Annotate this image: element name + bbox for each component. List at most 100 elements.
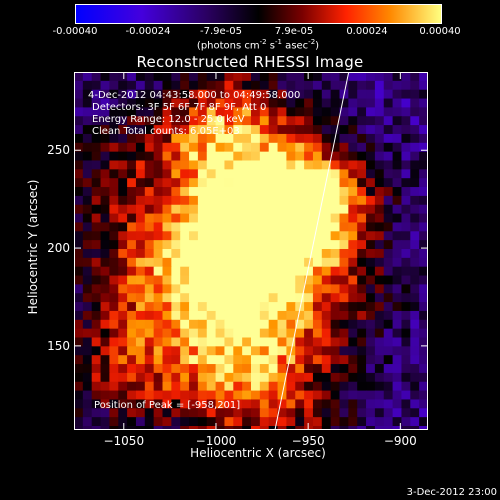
heatmap-cell (366, 125, 376, 135)
heatmap-cell (410, 80, 420, 91)
heatmap-cell (295, 417, 305, 427)
heatmap-cell (251, 364, 261, 374)
heatmap-cell (348, 310, 358, 321)
heatmap-cell (295, 195, 305, 206)
heatmap-cell (189, 284, 199, 294)
heatmap-cell (224, 249, 234, 259)
heatmap-cell (401, 160, 411, 170)
heatmap-cell (206, 116, 217, 126)
heatmap-cell (259, 337, 270, 347)
heatmap-cell (135, 240, 146, 250)
heatmap-cell (330, 390, 341, 401)
heatmap-cell (366, 284, 376, 294)
heatmap-cell (162, 346, 172, 356)
heatmap-cell (144, 231, 155, 241)
heatmap-cell (144, 80, 155, 91)
heatmap-cell (82, 399, 93, 409)
heatmap-cell (251, 160, 261, 170)
heatmap-cell (357, 364, 367, 374)
heatmap-cell (233, 89, 243, 100)
heatmap-cell (91, 80, 102, 91)
heatmap-cell (259, 249, 270, 259)
heatmap-cell (251, 355, 261, 365)
heatmap-cell (189, 151, 199, 162)
heatmap-cell (392, 231, 403, 241)
heatmap-cell (127, 266, 137, 277)
heatmap-cell (127, 142, 137, 153)
heatmap-cell (215, 213, 226, 224)
heatmap-cell (233, 328, 243, 339)
heatmap-cell (162, 72, 172, 82)
heatmap-cell (366, 133, 376, 144)
heatmap-cell (419, 328, 428, 339)
annotation-detectors: Detectors: 3F 5F 6F 7F 8F 9F, Att 0 (92, 102, 266, 113)
heatmap-cell (180, 160, 190, 170)
heatmap-cell (127, 178, 137, 188)
heatmap-cell (357, 107, 367, 117)
heatmap-cell (295, 355, 305, 365)
heatmap-cell (127, 337, 137, 347)
heatmap-cell (383, 310, 394, 321)
heatmap-cell (419, 346, 428, 356)
heatmap-cell (392, 337, 403, 347)
heatmap-cell (357, 222, 367, 232)
annotation-time: 4-Dec-2012 04:43:58.000 to 04:49:58.000 (88, 90, 300, 101)
heatmap-cell (304, 249, 314, 259)
heatmap-cell (180, 426, 190, 430)
heatmap-cell (330, 178, 341, 188)
heatmap-cell (357, 89, 367, 100)
heatmap-cell (144, 249, 155, 259)
heatmap-cell (374, 293, 385, 303)
heatmap-cell (277, 319, 287, 330)
heatmap-cell (206, 98, 217, 108)
heatmap-cell (330, 187, 341, 197)
heatmap-cell (321, 195, 332, 206)
heatmap-cell (348, 364, 358, 374)
heatmap-cell (109, 426, 119, 430)
heatmap-cell (127, 346, 137, 356)
heatmap-cell (374, 372, 385, 383)
heatmap-cell (339, 372, 349, 383)
heatmap-cell (295, 310, 305, 321)
heatmap-cell (312, 328, 323, 339)
heatmap-cell (127, 293, 137, 303)
heatmap-cell (74, 151, 84, 162)
heatmap-cell (135, 266, 146, 277)
heatmap-cell (135, 116, 146, 126)
heatmap-cell (321, 266, 332, 277)
heatmap-cell (330, 231, 341, 241)
heatmap-cell (259, 426, 270, 430)
heatmap-cell (321, 187, 332, 197)
heatmap-cell (109, 213, 119, 224)
heatmap-cell (304, 328, 314, 339)
heatmap-cell (419, 178, 428, 188)
heatmap-cell (366, 257, 376, 268)
heatmap-cell (383, 125, 394, 135)
heatmap-cell (383, 390, 394, 401)
heatmap-cell (109, 266, 119, 277)
heatmap-cell (153, 116, 164, 126)
heatmap-cell (153, 355, 164, 365)
heatmap-cell (162, 337, 172, 347)
heatmap-cell (118, 240, 128, 250)
heatmap-cell (135, 417, 146, 427)
heatmap-cell (180, 72, 190, 82)
heatmap-cell (259, 266, 270, 277)
heatmap-cell (206, 178, 217, 188)
heatmap-cell (189, 381, 199, 392)
heatmap-cell (135, 213, 146, 224)
heatmap-cell (197, 249, 208, 259)
heatmap-cell (251, 116, 261, 126)
heatmap-cell (410, 151, 420, 162)
heatmap-cell (251, 142, 261, 153)
heatmap-cell (135, 319, 146, 330)
heatmap-cell (109, 160, 119, 170)
heatmap-cell (127, 72, 137, 82)
heatmap-cell (215, 98, 226, 108)
heatmap-cell (392, 399, 403, 409)
heatmap-cell (127, 195, 137, 206)
heatmap-cell (383, 319, 394, 330)
heatmap-cell (153, 72, 164, 82)
colorbar-tick: 0.00040 (419, 26, 461, 37)
heatmap-cell (410, 133, 420, 144)
